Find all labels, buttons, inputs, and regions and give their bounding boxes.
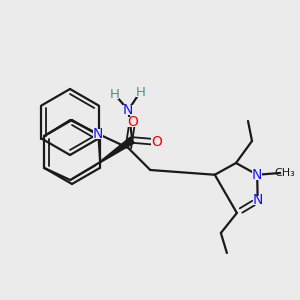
Polygon shape — [100, 137, 134, 162]
FancyBboxPatch shape — [152, 137, 161, 147]
FancyBboxPatch shape — [128, 117, 137, 127]
FancyBboxPatch shape — [253, 196, 262, 205]
FancyBboxPatch shape — [252, 170, 262, 180]
Text: O: O — [127, 115, 138, 129]
Text: N: N — [253, 194, 263, 208]
Text: N: N — [252, 168, 262, 182]
Text: H: H — [109, 88, 119, 100]
Text: H: H — [135, 85, 145, 98]
Text: O: O — [151, 135, 162, 149]
FancyBboxPatch shape — [124, 105, 133, 115]
FancyBboxPatch shape — [110, 89, 119, 99]
Text: N: N — [93, 127, 104, 141]
Text: CH₃: CH₃ — [275, 168, 296, 178]
FancyBboxPatch shape — [281, 169, 289, 177]
FancyBboxPatch shape — [136, 87, 145, 97]
Text: N: N — [123, 103, 134, 117]
FancyBboxPatch shape — [94, 129, 103, 139]
